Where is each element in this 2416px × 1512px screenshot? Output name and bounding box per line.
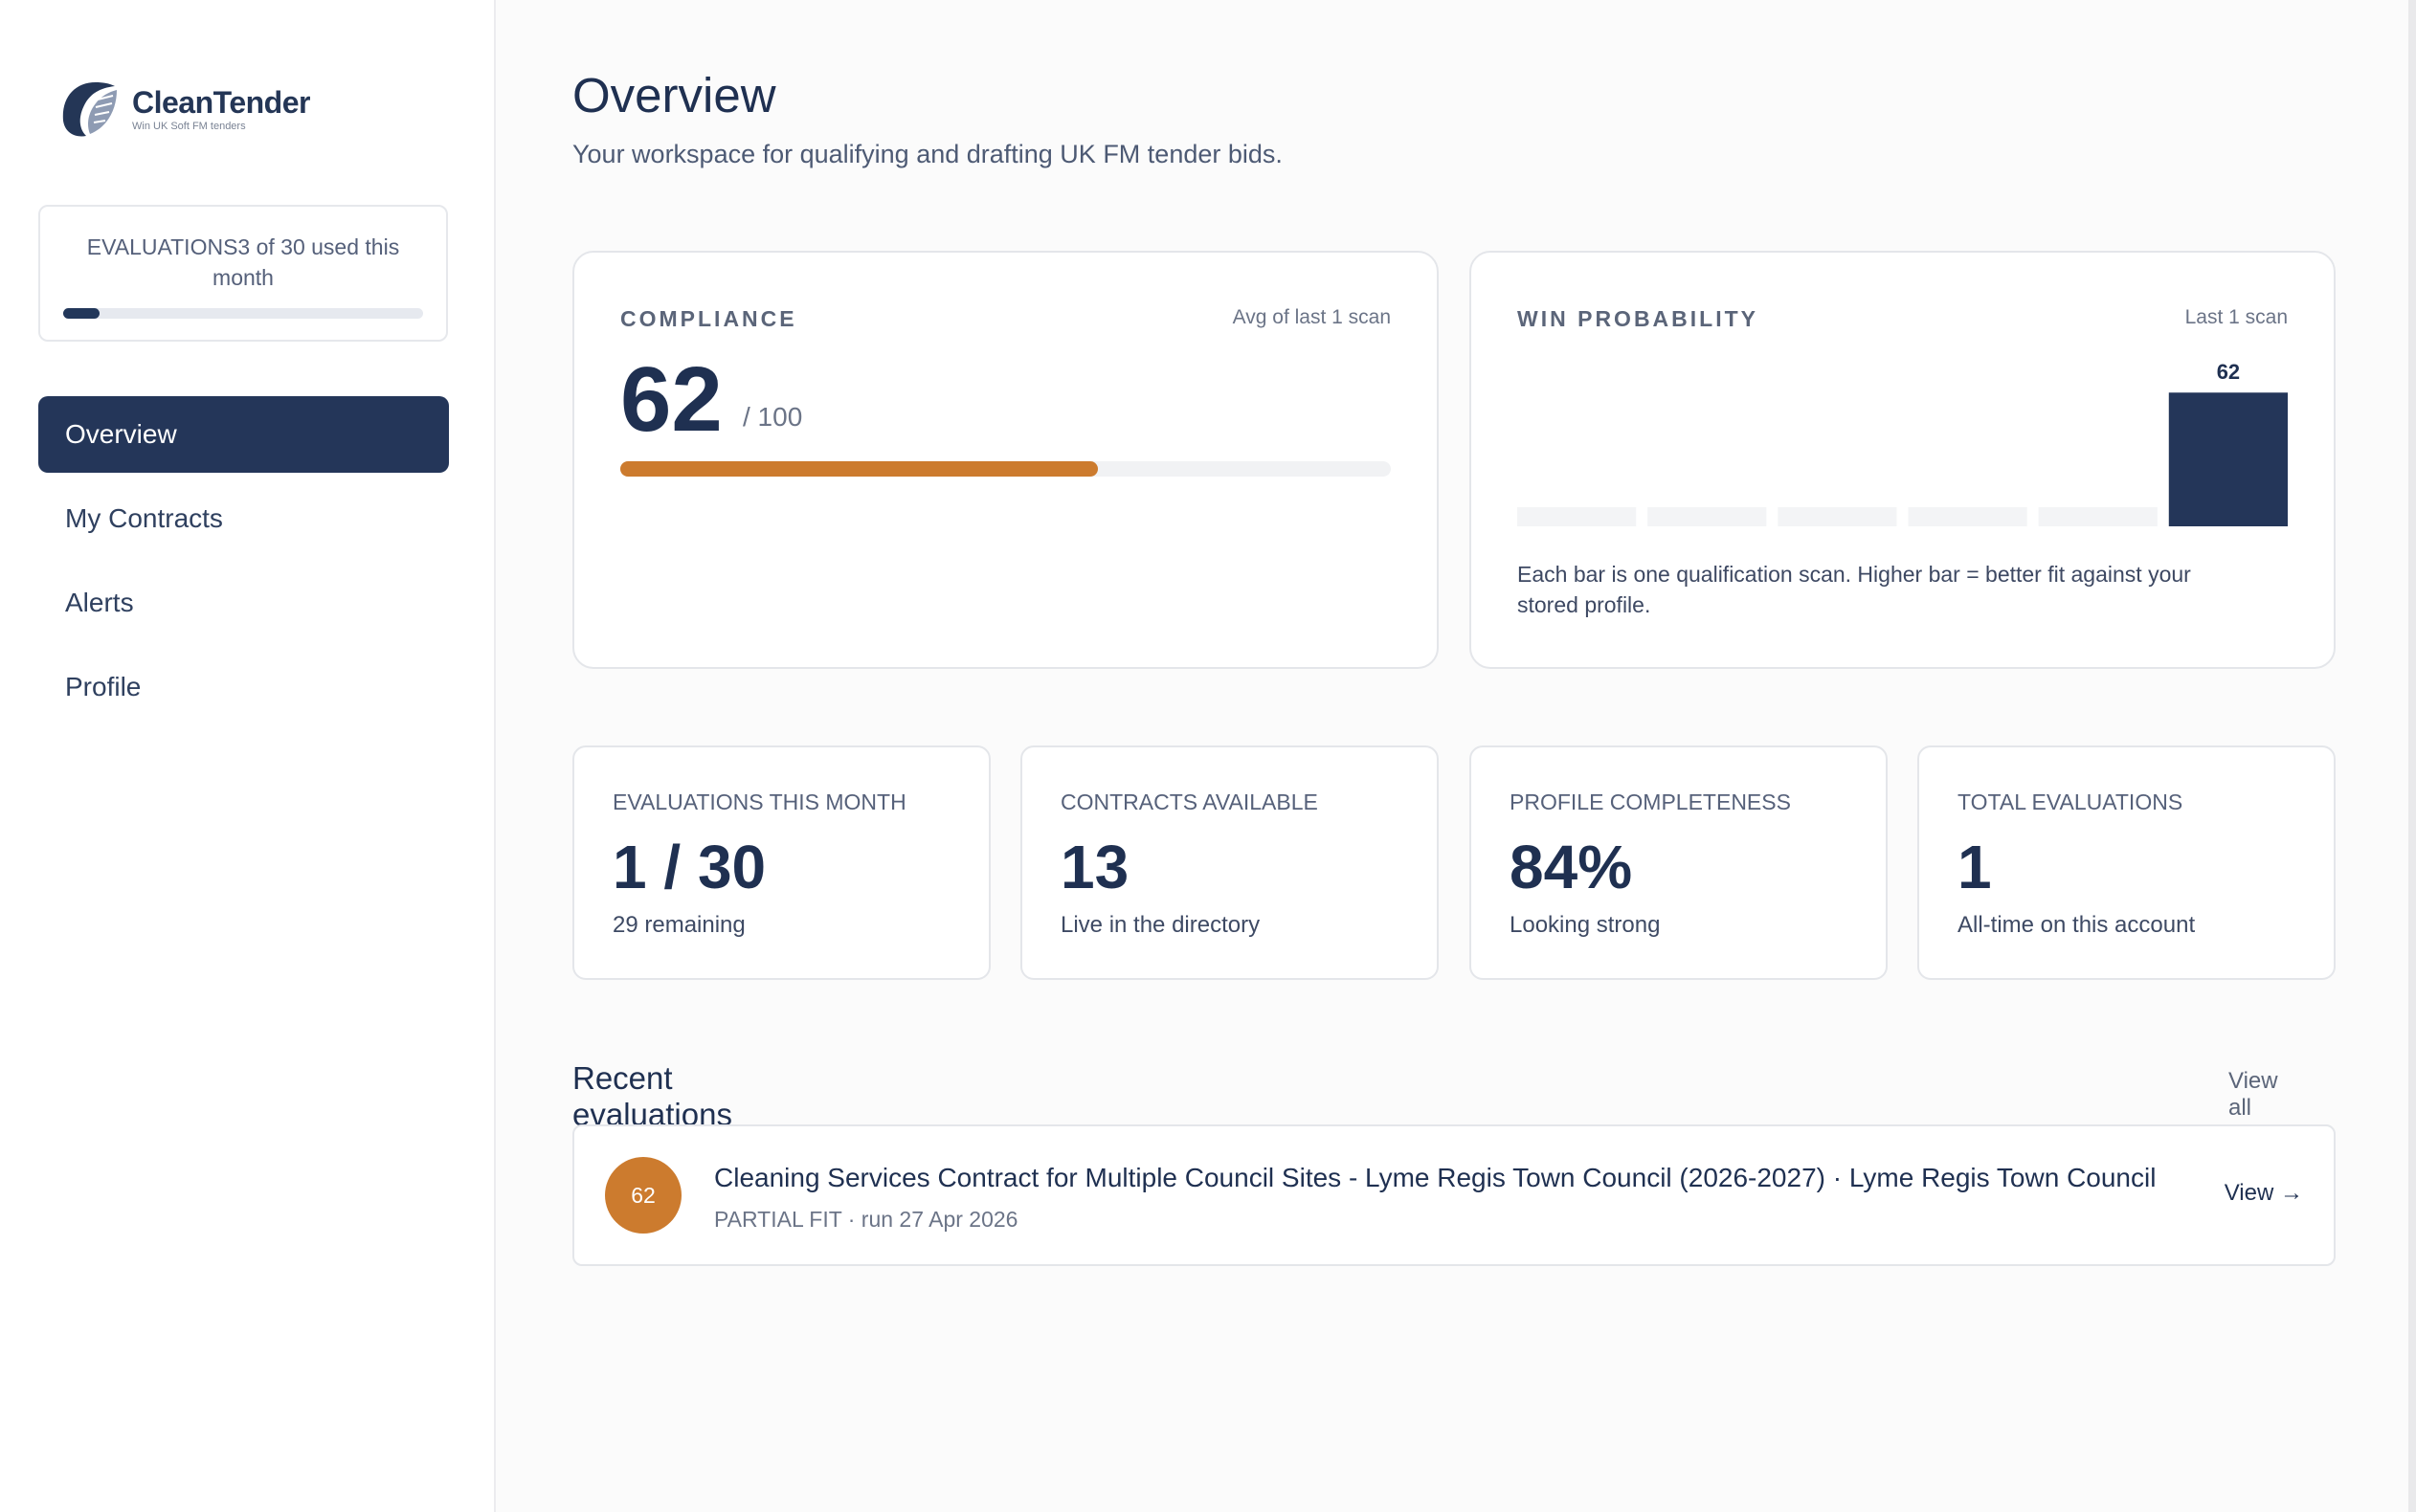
compliance-card: COMPLIANCE Avg of last 1 scan 62 / 100 <box>572 251 1439 669</box>
stat-card-evaluations-month: EVALUATIONS THIS MONTH 1 / 30 29 remaini… <box>572 745 991 980</box>
chart-bar-empty <box>1908 507 2027 526</box>
chart-bar-empty <box>1517 507 1637 526</box>
brand-name: CleanTender <box>132 85 310 120</box>
stat-label: EVALUATIONS THIS MONTH <box>613 789 906 814</box>
win-probability-caption: Each bar is one qualification scan. High… <box>1517 562 2191 617</box>
usage-text: EVALUATIONS3 of 30 used this month <box>86 234 400 290</box>
nav-item-overview[interactable]: Overview <box>38 396 449 473</box>
win-probability-card: WIN PROBABILITY Last 1 scan 62 Each bar … <box>1469 251 2336 669</box>
usage-card: EVALUATIONS3 of 30 used this month <box>38 205 448 342</box>
chart-bar <box>2168 392 2288 526</box>
stat-value: 84% <box>1510 833 1633 901</box>
compliance-max: / 100 <box>743 402 803 432</box>
chart-bar-empty <box>2038 507 2158 526</box>
stat-value: 13 <box>1061 833 1130 901</box>
stat-value: 1 <box>1957 833 1992 901</box>
compliance-note: Avg of last 1 scan <box>1232 306 1391 328</box>
evaluation-title[interactable]: Cleaning Services Contract for Multiple … <box>714 1163 2157 1192</box>
chart-bar-empty <box>1647 507 1767 526</box>
win-probability-note: Last 1 scan <box>2184 306 2288 328</box>
compliance-label: COMPLIANCE <box>620 306 797 331</box>
win-probability-chart-svg: 62 <box>1517 360 2288 526</box>
chart-data-label: 62 <box>2217 360 2240 384</box>
usage-progress-bar <box>63 308 423 319</box>
stat-subtext: Live in the directory <box>1061 912 1261 938</box>
nav-item-alerts[interactable]: Alerts <box>65 588 134 617</box>
nav-item-my-contracts[interactable]: My Contracts <box>65 503 223 533</box>
page-scrollbar[interactable] <box>2408 0 2416 1512</box>
stat-subtext: Looking strong <box>1510 912 1661 938</box>
sidebar: CleanTender Win UK Soft FM tenders EVALU… <box>0 0 496 1512</box>
brand-tagline: Win UK Soft FM tenders <box>132 121 246 132</box>
stat-label: TOTAL EVALUATIONS <box>1957 789 2183 814</box>
stat-subtext: All-time on this account <box>1957 912 2196 938</box>
win-probability-label: WIN PROBABILITY <box>1517 306 1758 331</box>
page-title: Overview <box>572 68 776 122</box>
usage-progress-fill <box>63 308 100 319</box>
evaluation-row[interactable]: 62 Cleaning Services Contract for Multip… <box>572 1124 2336 1266</box>
sidebar-nav: Overview My Contracts Alerts Profile <box>38 396 449 733</box>
stat-label: CONTRACTS AVAILABLE <box>1061 789 1318 814</box>
page-subtitle: Your workspace for qualifying and drafti… <box>572 140 1283 168</box>
evaluation-meta: PARTIAL FIT · run 27 Apr 2026 <box>714 1207 1018 1232</box>
stat-card-profile-completeness: PROFILE COMPLETENESS 84% Looking strong <box>1469 745 1888 980</box>
win-probability-chart: 62 <box>1517 320 2288 530</box>
nav-item-profile[interactable]: Profile <box>65 672 142 701</box>
compliance-score: 62 <box>620 348 723 451</box>
stat-value: 1 / 30 <box>613 833 767 901</box>
stat-subtext: 29 remaining <box>613 912 746 938</box>
compliance-progress-bar <box>620 461 1391 477</box>
evaluation-view-link[interactable]: View → <box>2224 1180 2303 1206</box>
brand-logo-icon <box>62 82 117 137</box>
stat-card-contracts-available: CONTRACTS AVAILABLE 13 Live in the direc… <box>1020 745 1439 980</box>
stat-card-total-evaluations: TOTAL EVALUATIONS 1 All-time on this acc… <box>1917 745 2336 980</box>
compliance-progress-fill <box>620 461 1099 477</box>
brand-logo[interactable]: CleanTender Win UK Soft FM tenders <box>57 78 310 140</box>
stat-label: PROFILE COMPLETENESS <box>1510 789 1791 814</box>
chart-bar-empty <box>1778 507 1897 526</box>
recent-evaluations-title: Recent evaluations <box>572 1060 732 1132</box>
evaluation-score-badge: 62 <box>605 1157 682 1234</box>
